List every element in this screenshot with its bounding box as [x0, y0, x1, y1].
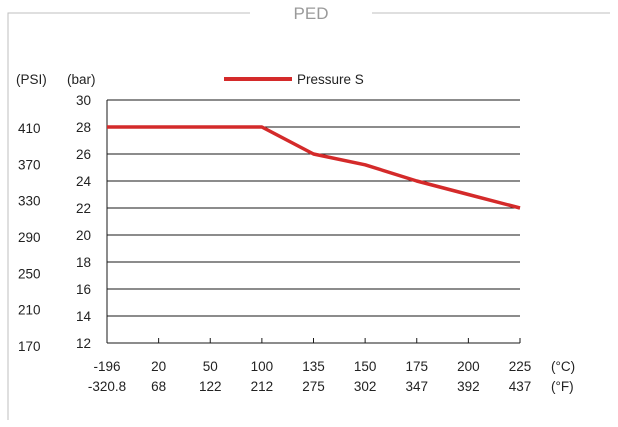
x2-tick-label: 302: [354, 379, 377, 394]
series-group: [107, 125, 521, 210]
x2-tick-label: 437: [509, 379, 532, 394]
y-tick-label: 20: [76, 228, 91, 243]
x2-tick-label: -320.8: [88, 379, 126, 394]
x2-tick-label: 347: [405, 379, 428, 394]
y-tick-label: 14: [76, 309, 92, 324]
y-tick-label: 18: [76, 255, 91, 270]
x-tick-label: -196: [93, 359, 120, 374]
x-tick-labels: -196 20 50 100 135 150 175 200 225 -320.8 68 122 212…: [88, 359, 531, 394]
x-tick-label: 150: [354, 359, 377, 374]
x-tick-label: 100: [251, 359, 274, 374]
y-tick-label: 16: [76, 282, 91, 297]
y-tick-label: 12: [76, 336, 91, 351]
y2-tick-label: 370: [18, 157, 41, 172]
y-axis-label-bar: (bar): [67, 72, 96, 87]
y2-tick-label: 290: [18, 230, 41, 245]
x-axis-label-celsius: (°C): [551, 359, 575, 374]
x-tick-label: 175: [405, 359, 428, 374]
y2-tick-label: 330: [18, 194, 41, 209]
x-tick-label: 200: [457, 359, 480, 374]
x2-tick-label: 275: [302, 379, 325, 394]
legend-label: Pressure S: [297, 72, 364, 87]
y-tick-label: 28: [76, 120, 91, 135]
x2-tick-label: 122: [199, 379, 222, 394]
x-tick-label: 50: [203, 359, 218, 374]
y-tick-label: 22: [76, 201, 91, 216]
y2-tick-label: 170: [18, 339, 41, 354]
x-tick-label: 225: [509, 359, 532, 374]
x-tick-label: 135: [302, 359, 325, 374]
y2-tick-labels: 170 210 250 290 330 370 410: [18, 121, 41, 354]
axes: [106, 100, 521, 344]
y-tick-label: 30: [76, 93, 91, 108]
x2-tick-label: 392: [457, 379, 480, 394]
y-tick-label: 26: [76, 147, 91, 162]
y-axis-label-psi: (PSI): [16, 72, 47, 87]
y2-tick-label: 210: [18, 303, 41, 318]
x2-tick-label: 68: [151, 379, 166, 394]
y-tick-labels: 12 14 16 18 20 22 24 26 28 30: [76, 93, 92, 351]
x-tick-label: 20: [151, 359, 166, 374]
gridlines: [107, 99, 520, 317]
series-line-0: [107, 125, 521, 210]
frame-border: [7, 12, 610, 420]
x-axis-label-fahrenheit: (°F): [551, 379, 574, 394]
y2-tick-label: 250: [18, 266, 41, 281]
y2-tick-label: 410: [18, 121, 41, 136]
x2-tick-label: 212: [251, 379, 274, 394]
frame-title: PED: [294, 4, 329, 23]
y-tick-label: 24: [76, 174, 92, 189]
